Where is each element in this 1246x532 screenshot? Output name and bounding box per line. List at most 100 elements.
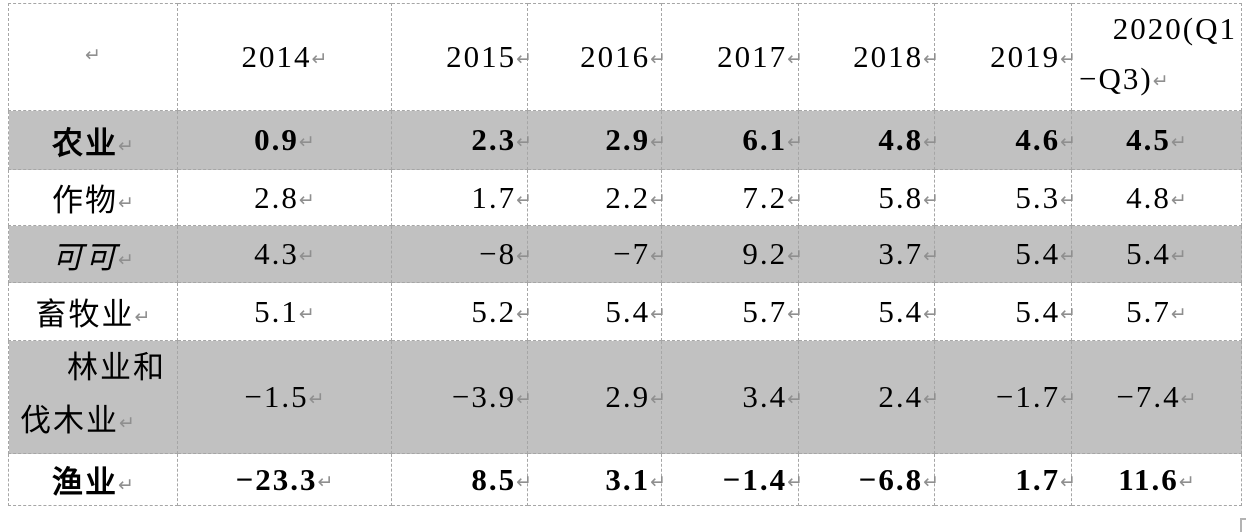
table-cell[interactable]: −6.8↵ <box>798 453 939 506</box>
table-cell[interactable]: 11.6↵ <box>1071 453 1242 506</box>
table-cell[interactable]: 5.8↵ <box>798 169 939 226</box>
column-header-label: 2019 <box>990 39 1061 74</box>
table-cell[interactable]: 2.8↵ <box>177 169 392 226</box>
return-mark-icon: ↵ <box>118 474 134 496</box>
table-cell[interactable]: 5.7↵ <box>661 282 803 341</box>
value-text: 1.7 <box>471 179 517 215</box>
table-cell[interactable]: 4.8↵ <box>1071 169 1242 226</box>
table-cell[interactable]: 5.1↵ <box>177 282 392 341</box>
row-label-cell[interactable]: 作物↵ <box>8 169 178 226</box>
return-mark-icon: ↵ <box>308 388 325 410</box>
table-cell[interactable]: 2.4↵ <box>798 340 939 454</box>
table-cell[interactable]: 4.3↵ <box>177 225 392 283</box>
table-cell[interactable]: 5.3↵ <box>934 169 1076 226</box>
table-row-livestock: 畜牧业↵ 5.1↵ 5.2↵ 5.4↵ 5.7↵ 5.4↵ 5.4↵ 5.7↵ <box>8 282 1242 341</box>
return-mark-icon: ↵ <box>787 245 803 267</box>
value-text: 5.4 <box>605 293 651 329</box>
return-mark-icon: ↵ <box>1060 302 1076 325</box>
return-mark-icon: ↵ <box>787 302 803 325</box>
table-cell[interactable]: 3.4↵ <box>661 340 803 454</box>
value-text: 5.3 <box>1015 179 1061 215</box>
row-label: 畜牧业 <box>35 297 135 332</box>
header-cell-2015[interactable]: 2015↵ <box>391 3 532 111</box>
table-cell[interactable]: 6.1↵ <box>661 110 803 170</box>
table-cell[interactable]: −3.9↵ <box>391 340 532 454</box>
return-mark-icon: ↵ <box>650 388 666 410</box>
table-cell[interactable]: 2.9↵ <box>527 110 666 170</box>
table-cell[interactable]: 2.3↵ <box>391 110 532 170</box>
header-cell-empty[interactable]: ↵ <box>8 3 178 111</box>
return-mark-icon: ↵ <box>1170 245 1187 267</box>
table-resize-handle[interactable] <box>1240 518 1246 532</box>
return-mark-icon: ↵ <box>923 48 939 70</box>
header-cell-2019[interactable]: 2019↵ <box>934 3 1076 111</box>
return-mark-icon: ↵ <box>923 188 939 211</box>
value-text: 3.4 <box>742 379 788 414</box>
return-mark-icon: ↵ <box>1060 245 1076 267</box>
value-text: 5.4 <box>878 293 924 329</box>
table-cell[interactable]: 2.2↵ <box>527 169 666 226</box>
growth-rate-table: ↵ 2014↵ 2015↵ 2016↵ 2017↵ 2018↵ 2019↵ 20… <box>8 3 1242 506</box>
table-cell[interactable]: −7↵ <box>527 225 666 283</box>
table-cell[interactable]: −23.3↵ <box>177 453 392 506</box>
header-cell-2020-q1-q3[interactable]: 2020(Q1 −Q3)↵ <box>1071 3 1242 111</box>
return-mark-icon: ↵ <box>298 188 315 211</box>
value-text: 11.6 <box>1118 461 1179 497</box>
table-cell[interactable]: −1.4↵ <box>661 453 803 506</box>
row-label-cell[interactable]: 渔业↵ <box>8 453 178 506</box>
header-cell-2016[interactable]: 2016↵ <box>527 3 666 111</box>
table-cell[interactable]: 3.1↵ <box>527 453 666 506</box>
table-row-cocoa: 可可↵ 4.3↵ −8↵ −7↵ 9.2↵ 3.7↵ 5.4↵ 5.4↵ <box>8 225 1242 283</box>
table-cell[interactable]: 5.2↵ <box>391 282 532 341</box>
value-text: −3.9 <box>451 379 517 414</box>
return-mark-icon: ↵ <box>923 388 939 410</box>
table-cell[interactable]: 8.5↵ <box>391 453 532 506</box>
table-cell[interactable]: 5.4↵ <box>527 282 666 341</box>
table-cell[interactable]: 5.4↵ <box>934 282 1076 341</box>
value-text: 5.1 <box>254 293 299 329</box>
value-text: 2.9 <box>605 379 651 414</box>
table-cell[interactable]: 4.8↵ <box>798 110 939 170</box>
return-mark-icon: ↵ <box>298 302 315 325</box>
row-label-cell[interactable]: 可可↵ <box>8 225 178 283</box>
value-text: −1.4 <box>722 461 788 497</box>
return-mark-icon: ↵ <box>650 48 666 70</box>
table-cell[interactable]: 5.4↵ <box>1071 225 1242 283</box>
return-mark-icon: ↵ <box>516 470 532 493</box>
row-label-cell[interactable]: 林业和 伐木业↵ <box>8 340 178 454</box>
table-cell[interactable]: −8↵ <box>391 225 532 283</box>
table-cell[interactable]: 4.6↵ <box>934 110 1076 170</box>
return-mark-icon: ↵ <box>1170 131 1187 153</box>
value-text: 4.8 <box>878 122 924 157</box>
table-cell[interactable]: −1.7↵ <box>934 340 1076 454</box>
return-mark-icon: ↵ <box>1060 188 1076 211</box>
table-cell[interactable]: 3.7↵ <box>798 225 939 283</box>
table-cell[interactable]: 5.4↵ <box>934 225 1076 283</box>
header-cell-2014[interactable]: 2014↵ <box>177 3 392 111</box>
table-cell[interactable]: 0.9↵ <box>177 110 392 170</box>
table-cell[interactable]: 1.7↵ <box>391 169 532 226</box>
row-label: 作物 <box>52 183 119 218</box>
return-mark-icon: ↵ <box>516 245 532 267</box>
table-cell[interactable]: 4.5↵ <box>1071 110 1242 170</box>
row-label-cell[interactable]: 农业↵ <box>8 110 178 170</box>
return-mark-icon: ↵ <box>317 470 334 493</box>
table-cell[interactable]: 5.7↵ <box>1071 282 1242 341</box>
header-cell-2017[interactable]: 2017↵ <box>661 3 803 111</box>
table-cell[interactable]: 2.9↵ <box>527 340 666 454</box>
row-label-cell[interactable]: 畜牧业↵ <box>8 282 178 341</box>
value-text: 2.8 <box>254 179 299 215</box>
table-row-fishery: 渔业↵ −23.3↵ 8.5↵ 3.1↵ −1.4↵ −6.8↵ 1.7↵ 11… <box>8 453 1242 506</box>
return-mark-icon: ↵ <box>134 306 151 328</box>
return-mark-icon: ↵ <box>650 470 666 493</box>
table-cell[interactable]: −1.5↵ <box>177 340 392 454</box>
return-mark-icon: ↵ <box>650 131 666 153</box>
header-cell-2018[interactable]: 2018↵ <box>798 3 939 111</box>
table-cell[interactable]: −7.4↵ <box>1071 340 1242 454</box>
table-cell[interactable]: 1.7↵ <box>934 453 1076 506</box>
return-mark-icon: ↵ <box>787 470 803 493</box>
table-cell[interactable]: 9.2↵ <box>661 225 803 283</box>
table-cell[interactable]: 5.4↵ <box>798 282 939 341</box>
table-cell[interactable]: 7.2↵ <box>661 169 803 226</box>
value-text: 6.1 <box>742 122 788 157</box>
